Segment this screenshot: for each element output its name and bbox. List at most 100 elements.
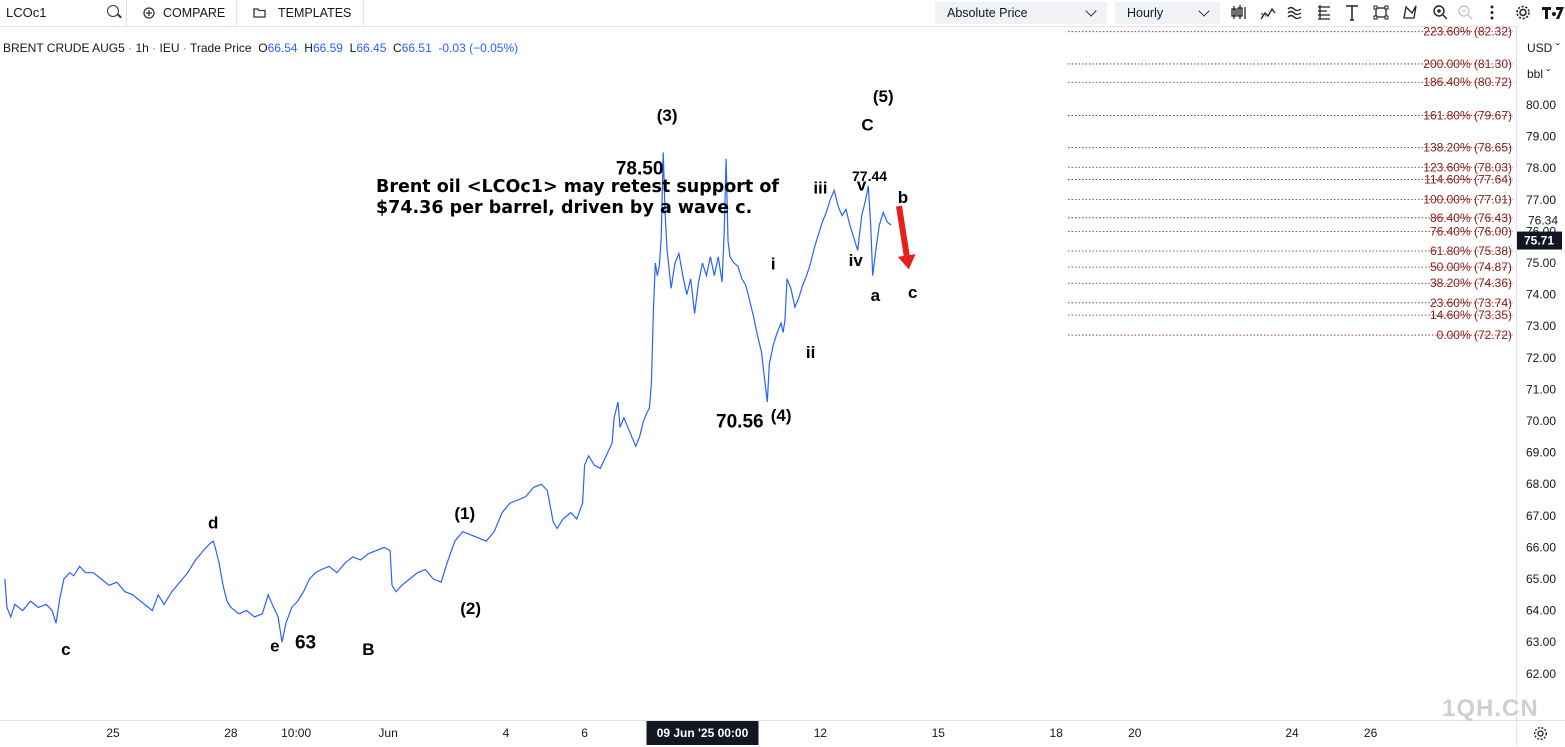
legend-interval: 1h	[135, 41, 149, 55]
interval-value: Hourly	[1127, 6, 1164, 20]
close-label: C	[393, 41, 402, 55]
zoom-out-icon[interactable]	[1457, 4, 1473, 21]
price-mode-select[interactable]: Absolute Price	[935, 2, 1107, 24]
wave-label: e	[270, 637, 279, 656]
price-mode-value: Absolute Price	[947, 6, 1028, 20]
chevron-down-icon: ˇ	[1546, 67, 1551, 81]
legend-separator: ·	[124, 41, 136, 55]
wave-label: ii	[806, 343, 815, 362]
wave-label: iii	[813, 178, 827, 197]
wave-label: C	[861, 115, 873, 134]
annotation-line-1: Brent oil <LCOc1> may retest support of	[376, 177, 779, 197]
wave-label: d	[208, 513, 218, 532]
open-label: O	[258, 41, 268, 55]
wave-label: (5)	[873, 87, 894, 106]
down-arrow-icon	[896, 205, 916, 270]
top-toolbar: LCOc1 COMPARE TEMPLATES Absolute Price H…	[0, 0, 1565, 27]
price-axis[interactable]	[1516, 26, 1565, 720]
fib-label: 138.20% (78.65)	[1423, 141, 1512, 155]
fib-label: 23.60% (73.74)	[1430, 296, 1512, 310]
unit-value: bbl	[1527, 67, 1544, 81]
fib-label: 114.60% (77.64)	[1424, 173, 1512, 187]
arrow-head	[897, 254, 916, 270]
chevron-down-icon: ˇ	[1555, 41, 1560, 55]
fib-label: 0.00% (72.72)	[1437, 328, 1512, 342]
wave-label: b	[898, 188, 908, 207]
interval-select[interactable]: Hourly	[1115, 2, 1220, 24]
indicators-icon[interactable]	[1260, 4, 1276, 21]
compare-label: COMPARE	[163, 6, 226, 20]
legend-exchange: IEU	[159, 41, 180, 55]
chart-legend: BRENT CRUDE AUG5 · 1h · IEU · Trade Pric…	[3, 41, 518, 55]
open-value: 66.54	[267, 41, 298, 55]
low-label: L	[349, 41, 357, 55]
wave-label: (3)	[657, 106, 678, 125]
chevron-down-icon	[1198, 5, 1210, 17]
change-value: -0.03 (−0.05%)	[438, 41, 519, 55]
chevron-down-icon	[1085, 5, 1097, 17]
fib-label: 161.80% (79.67)	[1423, 108, 1512, 122]
plus-circle-icon	[143, 7, 155, 19]
wave-icon[interactable]	[1287, 4, 1303, 21]
more-icon[interactable]	[1484, 4, 1500, 21]
compare-button[interactable]: COMPARE	[126, 0, 237, 26]
settings-icon[interactable]	[1515, 4, 1531, 21]
legend-separator: ·	[179, 41, 190, 55]
fib-label: 186.40% (80.72)	[1423, 75, 1512, 89]
wave-label: a	[871, 286, 881, 305]
wave-label: (4)	[771, 406, 792, 425]
high-label: H	[304, 41, 313, 55]
legend-separator: ·	[148, 41, 160, 55]
fib-label: 200.00% (81.30)	[1423, 57, 1512, 71]
fib-label: 61.80% (75.38)	[1430, 244, 1512, 258]
folder-icon	[253, 8, 266, 18]
search-icon[interactable]	[107, 5, 119, 17]
fib-label: 76.40% (76.00)	[1430, 224, 1512, 238]
wave-label: 77.44	[852, 168, 887, 184]
annotation-line-2: $74.36 per barrel, driven by a wave c.	[376, 198, 753, 218]
wave-label: 63	[295, 633, 316, 654]
wave-label: i	[771, 254, 776, 273]
time-axis[interactable]	[0, 720, 1565, 747]
unit-select[interactable]: bbl ˇ	[1527, 67, 1550, 81]
symbol-search[interactable]: LCOc1	[0, 0, 127, 26]
annotation-text: Brent oil <LCOc1> may retest support of …	[376, 177, 779, 219]
instrument-name: BRENT CRUDE AUG5	[3, 41, 125, 55]
wave-label: (1)	[454, 504, 475, 523]
wave-label: 70.56	[716, 411, 764, 432]
fib-label: 50.00% (74.87)	[1430, 260, 1512, 274]
pattern-icon[interactable]	[1402, 4, 1418, 21]
low-value: 66.45	[356, 41, 387, 55]
wave-label: (2)	[460, 599, 481, 618]
high-value: 66.59	[312, 41, 343, 55]
text-tool-icon[interactable]	[1344, 4, 1360, 21]
watermark: 1QH.CN	[1442, 695, 1539, 722]
fib-label: 100.00% (77.01)	[1423, 192, 1512, 206]
zoom-in-icon[interactable]	[1432, 4, 1448, 21]
legend-source: Trade Price	[189, 41, 252, 55]
wave-label: iv	[849, 251, 864, 270]
wave-label: B	[362, 640, 374, 659]
logo-icon	[1542, 7, 1564, 19]
fib-label: 38.20% (74.36)	[1430, 276, 1512, 290]
fib-levels: 223.60% (82.32)200.00% (81.30)186.40% (8…	[1068, 25, 1513, 342]
arrow-shaft	[896, 205, 910, 256]
currency-select[interactable]: USD ˇ	[1527, 41, 1560, 55]
axis-settings-button[interactable]	[1516, 720, 1565, 746]
currency-value: USD	[1527, 41, 1553, 55]
wave-label: c	[61, 640, 70, 659]
price-series-line	[4, 152, 892, 643]
wave-label: v	[857, 175, 867, 194]
settings-icon	[1533, 726, 1548, 741]
templates-label: TEMPLATES	[278, 6, 352, 20]
fib-icon[interactable]	[1316, 4, 1332, 21]
candles-icon[interactable]	[1231, 4, 1247, 21]
rect-icon[interactable]	[1373, 4, 1389, 21]
wave-label: c	[908, 283, 917, 302]
symbol-input[interactable]: LCOc1	[6, 5, 47, 20]
close-value: 66.51	[401, 41, 432, 55]
fib-label: 14.60% (73.35)	[1430, 308, 1512, 322]
templates-button[interactable]: TEMPLATES	[237, 0, 364, 26]
